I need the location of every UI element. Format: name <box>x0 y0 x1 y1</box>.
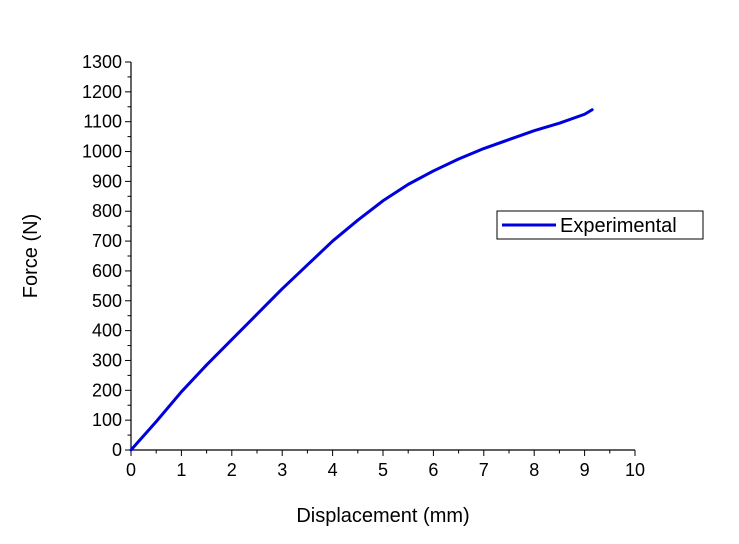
y-tick-label: 1000 <box>82 142 122 162</box>
x-tick-label: 5 <box>378 460 388 480</box>
y-tick-label: 600 <box>92 261 122 281</box>
x-tick-label: 2 <box>227 460 237 480</box>
x-tick-label: 3 <box>277 460 287 480</box>
x-tick-label: 4 <box>328 460 338 480</box>
y-tick-label: 300 <box>92 350 122 370</box>
y-tick-label: 800 <box>92 201 122 221</box>
y-tick-label: 1200 <box>82 82 122 102</box>
legend: Experimental <box>496 210 704 240</box>
y-tick-label: 900 <box>92 171 122 191</box>
x-tick-label: 6 <box>428 460 438 480</box>
plot-area <box>129 108 594 452</box>
y-tick-label: 500 <box>92 291 122 311</box>
y-tick-label: 1100 <box>83 112 122 132</box>
legend-label: Experimental <box>560 215 677 237</box>
x-tick-label: 7 <box>479 460 489 480</box>
x-tick-label: 9 <box>580 460 590 480</box>
y-tick-label: 100 <box>92 410 122 430</box>
y-axis-title: Force (N) <box>20 214 42 298</box>
y-tick-label: 200 <box>92 380 122 400</box>
x-tick-label: 10 <box>625 460 645 480</box>
y-tick-label: 700 <box>92 231 122 251</box>
y-tick-label: 1300 <box>82 52 122 72</box>
x-tick-label: 0 <box>126 460 136 480</box>
x-tick-label: 8 <box>529 460 539 480</box>
x-axis-title: Displacement (mm) <box>296 505 469 527</box>
y-tick-label: 0 <box>112 440 122 460</box>
axes: 0 1 2 3 4 5 6 7 8 9 100100200300400500600700800900… <box>82 52 645 480</box>
series-line-0 <box>129 108 594 452</box>
x-tick-label: 1 <box>176 460 186 480</box>
y-tick-label: 400 <box>92 321 122 341</box>
